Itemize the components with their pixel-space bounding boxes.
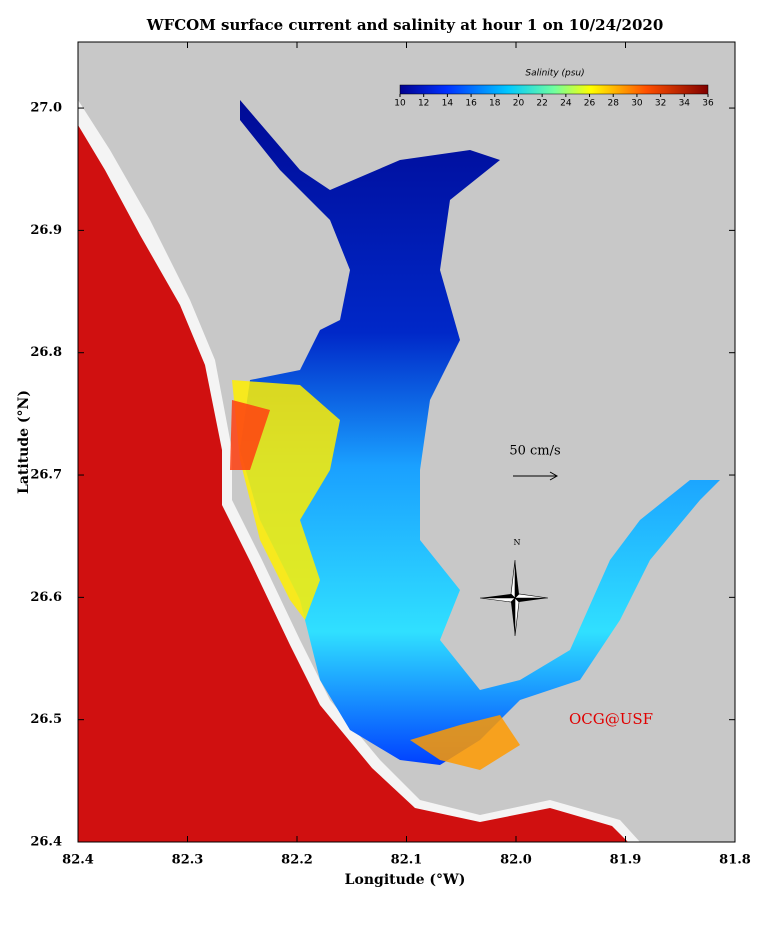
scale-label: 50 cm/s (509, 444, 560, 459)
colorbar-tick-label: 18 (489, 99, 501, 109)
colorbar-tick-label: 26 (584, 99, 596, 109)
x-tick-label: 82.4 (62, 853, 94, 868)
x-tick-label: 81.8 (719, 853, 751, 868)
colorbar (399, 84, 709, 95)
y-tick-label: 26.7 (30, 468, 62, 483)
colorbar-tick-label: 34 (679, 99, 691, 109)
colorbar-tick-label: 20 (513, 99, 525, 109)
colorbar-tick-label: 16 (465, 99, 477, 109)
x-tick-label: 82.2 (281, 853, 313, 868)
colorbar-tick-label: 30 (631, 99, 643, 109)
colorbar-title: Salinity (psu) (525, 69, 584, 79)
x-tick-label: 82.0 (500, 853, 532, 868)
colorbar-tick-label: 24 (560, 99, 572, 109)
y-tick-label: 26.4 (30, 835, 62, 850)
y-tick-label: 26.8 (30, 345, 62, 360)
y-axis-label: Latitude (°N) (16, 390, 32, 494)
scale-arrow (513, 471, 559, 481)
compass-label: N (514, 538, 521, 547)
y-tick-label: 27.0 (30, 101, 62, 116)
x-tick-label: 82.1 (391, 853, 423, 868)
colorbar-tick-label: 10 (394, 99, 406, 109)
colorbar-tick-label: 12 (418, 99, 429, 109)
x-tick-label: 81.9 (610, 853, 642, 868)
title: WFCOM surface current and salinity at ho… (146, 16, 664, 34)
colorbar-tick-label: 32 (655, 99, 666, 109)
compass-rose (479, 559, 549, 637)
river-mouth-zone (410, 715, 520, 770)
harbor-water (240, 100, 720, 765)
x-tick-label: 82.3 (172, 853, 204, 868)
y-tick-label: 26.6 (30, 590, 62, 605)
colorbar-tick-label: 22 (536, 99, 547, 109)
x-axis-label: Longitude (°W) (345, 872, 466, 888)
colorbar-tick-label: 28 (608, 99, 620, 109)
y-tick-label: 26.5 (30, 712, 62, 727)
colorbar-tick-label: 36 (702, 99, 714, 109)
colorbar-tick-label: 14 (442, 99, 454, 109)
gulf-water (78, 125, 628, 842)
y-tick-label: 26.9 (30, 223, 62, 238)
credit: OCG@USF (569, 710, 653, 728)
inlet-zone (230, 400, 270, 470)
